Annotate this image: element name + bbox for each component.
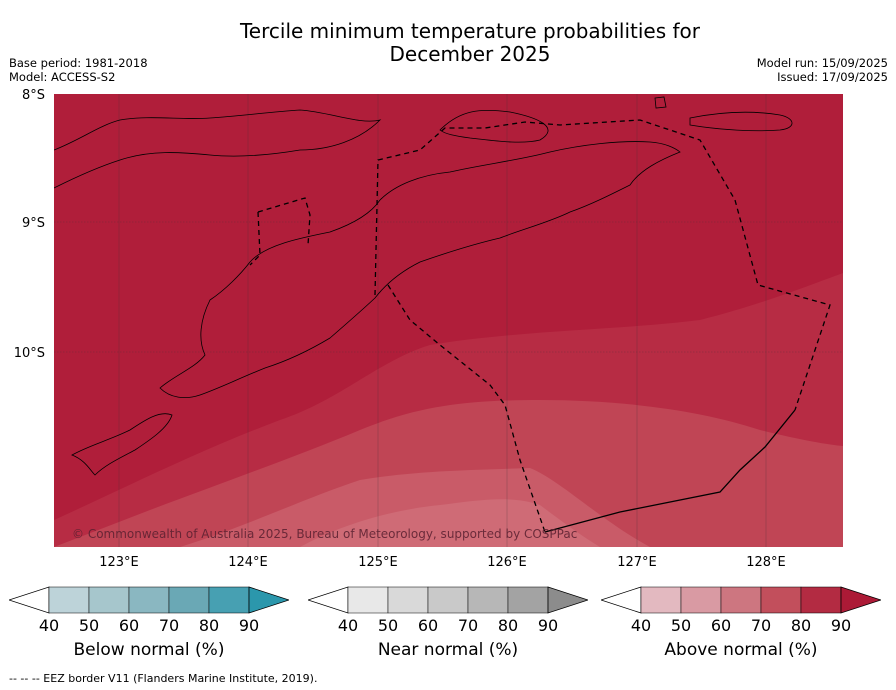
wetar-coastline	[439, 109, 549, 143]
chart-title: Tercile minimum temperature probabilitie…	[0, 20, 896, 66]
colorbar-left-extension	[601, 586, 642, 614]
colorbar-segment	[168, 586, 210, 614]
lon-label-123e: 123°E	[99, 555, 139, 570]
eez-border	[249, 119, 831, 533]
lat-label-9s: 9°S	[22, 216, 45, 231]
lon-labels: 123°E 124°E 125°E 126°E 127°E 128°E	[99, 555, 786, 570]
metadata-right: Model run: 15/09/2025 Issued: 17/09/2025	[757, 56, 888, 84]
colorbar-tick-label: 70	[159, 616, 179, 633]
small-island-1	[654, 96, 667, 109]
colorbar-segment	[88, 586, 130, 614]
colorbar-tick-label: 70	[458, 616, 478, 633]
alor-islands-coastline	[54, 109, 382, 189]
base-period-text: Base period: 1981-2018	[9, 56, 148, 70]
lon-label-125e: 125°E	[358, 555, 398, 570]
lon-label-128e: 128°E	[746, 555, 786, 570]
lat-labels: 8°S 9°S 10°S	[14, 88, 45, 361]
model-run-text: Model run: 15/09/2025	[756, 56, 888, 70]
lon-label-126e: 126°E	[487, 555, 527, 570]
colorbar-right-extension	[840, 586, 881, 614]
colorbar-tick-label: 60	[119, 616, 139, 633]
colorbar-segment	[208, 586, 250, 614]
colorbar-tick-label: 40	[338, 616, 358, 633]
colorbar-tick-label: 60	[711, 616, 731, 633]
colorbar-segment	[507, 586, 549, 614]
lat-label-8s: 8°S	[22, 88, 45, 103]
colorbar-segment	[387, 586, 429, 614]
lat-label-10s: 10°S	[14, 346, 45, 361]
colorbar-segment	[800, 586, 842, 614]
title-line-1: Tercile minimum temperature probabilitie…	[239, 19, 701, 43]
colorbar-tick-label: 80	[791, 616, 811, 633]
colorbar-left-extension	[9, 586, 50, 614]
colorbar-title-near: Near normal (%)	[377, 640, 519, 660]
colorbar-title-above: Above normal (%)	[664, 640, 818, 660]
rote-island-coastline	[71, 413, 173, 476]
colorbar-left-extension	[308, 586, 349, 614]
metadata-left: Base period: 1981-2018 Model: ACCESS-S2	[9, 56, 148, 84]
colorbar-segment	[347, 586, 389, 614]
tanimbar-coastline	[689, 111, 793, 132]
colorbar-title-below: Below normal (%)	[73, 640, 225, 660]
colorbar-above-normal: 40 50 60 70 80 90	[601, 586, 881, 633]
colorbar-segment	[128, 586, 170, 614]
maritime-boundary	[544, 409, 796, 533]
copyright-text: © Commonwealth of Australia 2025, Bureau…	[72, 527, 577, 541]
zone-40-50	[300, 499, 600, 547]
model-text: Model: ACCESS-S2	[9, 70, 116, 84]
colorbar-segment	[467, 586, 509, 614]
title-line-2: December 2025	[389, 42, 551, 66]
graticule	[54, 94, 843, 547]
probability-fill	[54, 94, 843, 547]
colorbar-segment	[720, 586, 762, 614]
lon-label-127e: 127°E	[617, 555, 657, 570]
colorbar-tick-label: 50	[671, 616, 691, 633]
timor-coastline	[159, 141, 681, 399]
colorbar-near-normal: 40 50 60 70 80 90	[308, 586, 588, 633]
colorbar-segment	[640, 586, 682, 614]
colorbar-below-normal: 40 50 60 70 80 90	[9, 586, 289, 633]
colorbar-tick-label: 80	[199, 616, 219, 633]
coastlines	[54, 96, 793, 476]
issued-text: Issued: 17/09/2025	[777, 70, 888, 84]
colorbar-tick-label: 60	[418, 616, 438, 633]
colorbar-tick-label: 90	[538, 616, 558, 633]
colorbar-tick-label: 50	[79, 616, 99, 633]
colorbar-tick-label: 90	[239, 616, 259, 633]
footer-legend: -- -- -- EEZ border V11 (Flanders Marine…	[9, 672, 318, 685]
colorbar-tick-label: 50	[378, 616, 398, 633]
colorbar-segment	[680, 586, 722, 614]
colorbar-tick-label: 70	[751, 616, 771, 633]
colorbar-tick-label: 40	[631, 616, 651, 633]
colorbar-tick-label: 80	[498, 616, 518, 633]
colorbar-segment	[48, 586, 90, 614]
colorbar-right-extension	[248, 586, 289, 614]
colorbar-tick-label: 40	[39, 616, 59, 633]
colorbar-segment	[760, 586, 802, 614]
colorbar-segment	[427, 586, 469, 614]
colorbar-tick-label: 90	[831, 616, 851, 633]
lon-label-124e: 124°E	[228, 555, 268, 570]
colorbar-right-extension	[547, 586, 588, 614]
